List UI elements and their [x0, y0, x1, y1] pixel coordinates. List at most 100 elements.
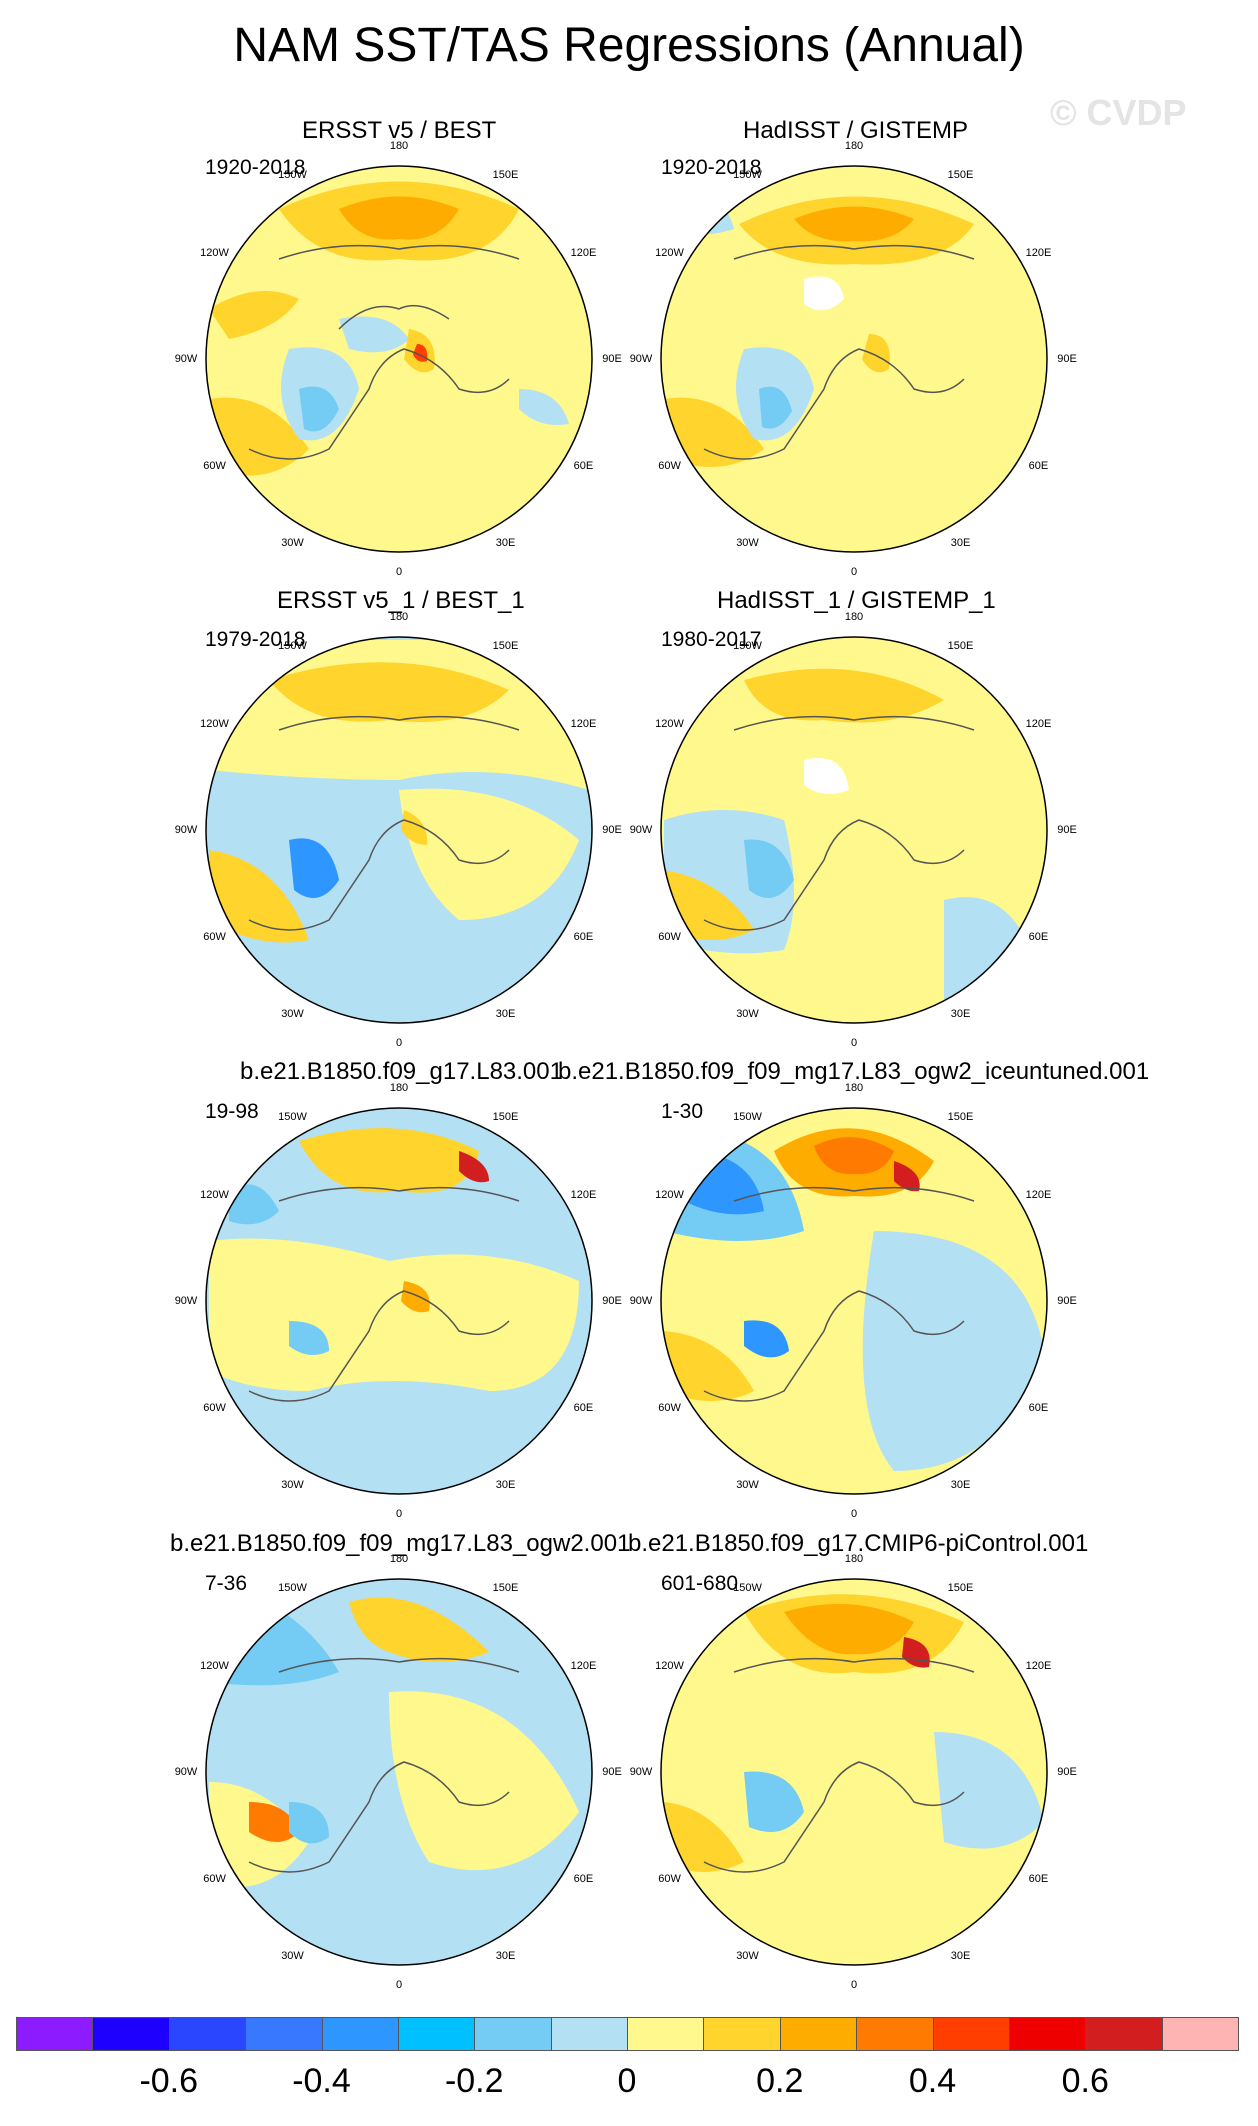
panel-title: HadISST / GISTEMP	[743, 117, 968, 144]
longitude-label: 90E	[602, 824, 622, 836]
longitude-label: 120W	[200, 1188, 229, 1201]
colorbar-swatch	[932, 2017, 1010, 2051]
longitude-label: 60W	[203, 1401, 226, 1414]
polar-map-panel-1	[205, 165, 593, 553]
longitude-label: 150W	[733, 639, 762, 652]
longitude-label: 150W	[278, 1581, 307, 1594]
colorbar-tick-label: 0.2	[756, 2062, 804, 2100]
colorbar-swatch	[1161, 2017, 1239, 2051]
longitude-label: 150W	[278, 168, 307, 181]
longitude-label: 120E	[570, 717, 597, 730]
longitude-label: 30E	[950, 1950, 971, 1963]
longitude-label: 30E	[950, 1008, 971, 1021]
longitude-label: 90W	[174, 1766, 198, 1778]
panel-title: HadISST_1 / GISTEMP_1	[717, 587, 996, 614]
colorbar-swatch	[1008, 2017, 1087, 2051]
longitude-label: 180	[389, 1082, 409, 1094]
longitude-label: 60E	[573, 1872, 594, 1885]
longitude-label: 90W	[629, 1295, 653, 1307]
longitude-label: 150E	[947, 639, 974, 652]
colorbar	[16, 2017, 1239, 2051]
colorbar-tick-label: 0	[617, 2062, 637, 2100]
longitude-label: 180	[844, 1553, 864, 1565]
panel-period: 1920-2018	[205, 156, 306, 179]
longitude-label: 30E	[495, 537, 516, 550]
longitude-label: 120W	[655, 246, 684, 259]
panel-title: ERSST v5_1 / BEST_1	[277, 587, 525, 614]
longitude-label: 60E	[573, 459, 594, 472]
polar-map-panel-3	[205, 636, 593, 1024]
longitude-label: 60W	[203, 459, 226, 472]
longitude-label: 30E	[950, 1479, 971, 1492]
longitude-label: 30W	[736, 1008, 759, 1021]
longitude-label: 150W	[278, 1110, 307, 1123]
colorbar-swatch	[16, 2017, 94, 2051]
polar-map-panel-8	[660, 1578, 1048, 1966]
colorbar-swatch	[856, 2017, 934, 2051]
panel-title: b.e21.B1850.f09_g17.L83.001	[240, 1058, 563, 1085]
longitude-label: 90E	[602, 1766, 622, 1778]
colorbar-tick-label: -0.2	[444, 2062, 504, 2100]
longitude-label: 60E	[573, 1401, 594, 1414]
panel-period: 601-680	[661, 1572, 739, 1595]
colorbar-swatch	[168, 2017, 247, 2051]
longitude-label: 150E	[947, 168, 974, 181]
colorbar-tick-label: 0.6	[1061, 2062, 1109, 2100]
longitude-label: 60W	[203, 930, 226, 943]
colorbar-tick-label: 0.4	[908, 2062, 957, 2100]
longitude-label: 180	[844, 1082, 864, 1094]
polar-map-panel-5	[205, 1107, 593, 1495]
watermark: © CVDP	[1050, 92, 1187, 133]
longitude-label: 90W	[629, 1766, 653, 1778]
polar-map-panel-4	[660, 636, 1048, 1024]
colorbar-swatch	[397, 2017, 476, 2051]
longitude-label: 120W	[655, 1188, 684, 1201]
panel-title: b.e21.B1850.f09_f09_mg17.L83_ogw2.001	[170, 1530, 631, 1557]
longitude-label: 120W	[200, 1659, 229, 1672]
longitude-label: 0	[850, 1037, 858, 1049]
longitude-label: 120W	[655, 1659, 684, 1672]
longitude-label: 30W	[281, 537, 304, 550]
longitude-label: 60W	[658, 1401, 681, 1414]
longitude-label: 150E	[492, 1581, 519, 1594]
longitude-label: 90W	[174, 824, 198, 836]
polar-map-panel-7	[205, 1578, 593, 1966]
colorbar-swatch	[703, 2017, 781, 2051]
longitude-label: 120W	[200, 246, 229, 259]
longitude-label: 60E	[1028, 1872, 1049, 1885]
panel-period: 1980-2017	[661, 628, 762, 651]
longitude-label: 0	[395, 566, 403, 578]
panel-period: 7-36	[205, 1572, 248, 1595]
panel-title: ERSST v5 / BEST	[302, 117, 497, 144]
longitude-label: 60E	[1028, 930, 1049, 943]
longitude-label: 90E	[1057, 1766, 1077, 1778]
longitude-label: 30W	[281, 1479, 304, 1492]
longitude-label: 150E	[492, 639, 519, 652]
colorbar-swatch	[627, 2017, 705, 2051]
longitude-label: 0	[395, 1979, 403, 1991]
longitude-label: 30W	[736, 537, 759, 550]
longitude-label: 150E	[492, 1110, 519, 1123]
longitude-label: 0	[850, 1508, 858, 1520]
longitude-label: 60E	[573, 930, 594, 943]
colorbar-tick-label: -0.4	[292, 2062, 351, 2100]
longitude-label: 150E	[947, 1110, 974, 1123]
longitude-label: 90E	[602, 1295, 622, 1307]
figure-title: NAM SST/TAS Regressions (Annual)	[233, 19, 1025, 72]
colorbar-tick-label: -0.6	[139, 2062, 199, 2100]
longitude-label: 60E	[1028, 459, 1049, 472]
colorbar-swatch	[245, 2017, 323, 2051]
longitude-label: 150W	[733, 1581, 762, 1594]
panel-period: 1920-2018	[661, 156, 762, 179]
colorbar-swatch	[474, 2017, 552, 2051]
longitude-label: 60W	[658, 1872, 681, 1885]
longitude-label: 30W	[281, 1008, 304, 1021]
longitude-label: 150W	[733, 1110, 762, 1123]
longitude-label: 120E	[1025, 717, 1052, 730]
longitude-label: 30W	[736, 1479, 759, 1492]
longitude-label: 150E	[947, 1581, 974, 1594]
longitude-label: 90E	[1057, 824, 1077, 836]
longitude-label: 120E	[570, 1659, 597, 1672]
longitude-label: 90E	[602, 353, 622, 365]
longitude-label: 120E	[1025, 1659, 1052, 1672]
